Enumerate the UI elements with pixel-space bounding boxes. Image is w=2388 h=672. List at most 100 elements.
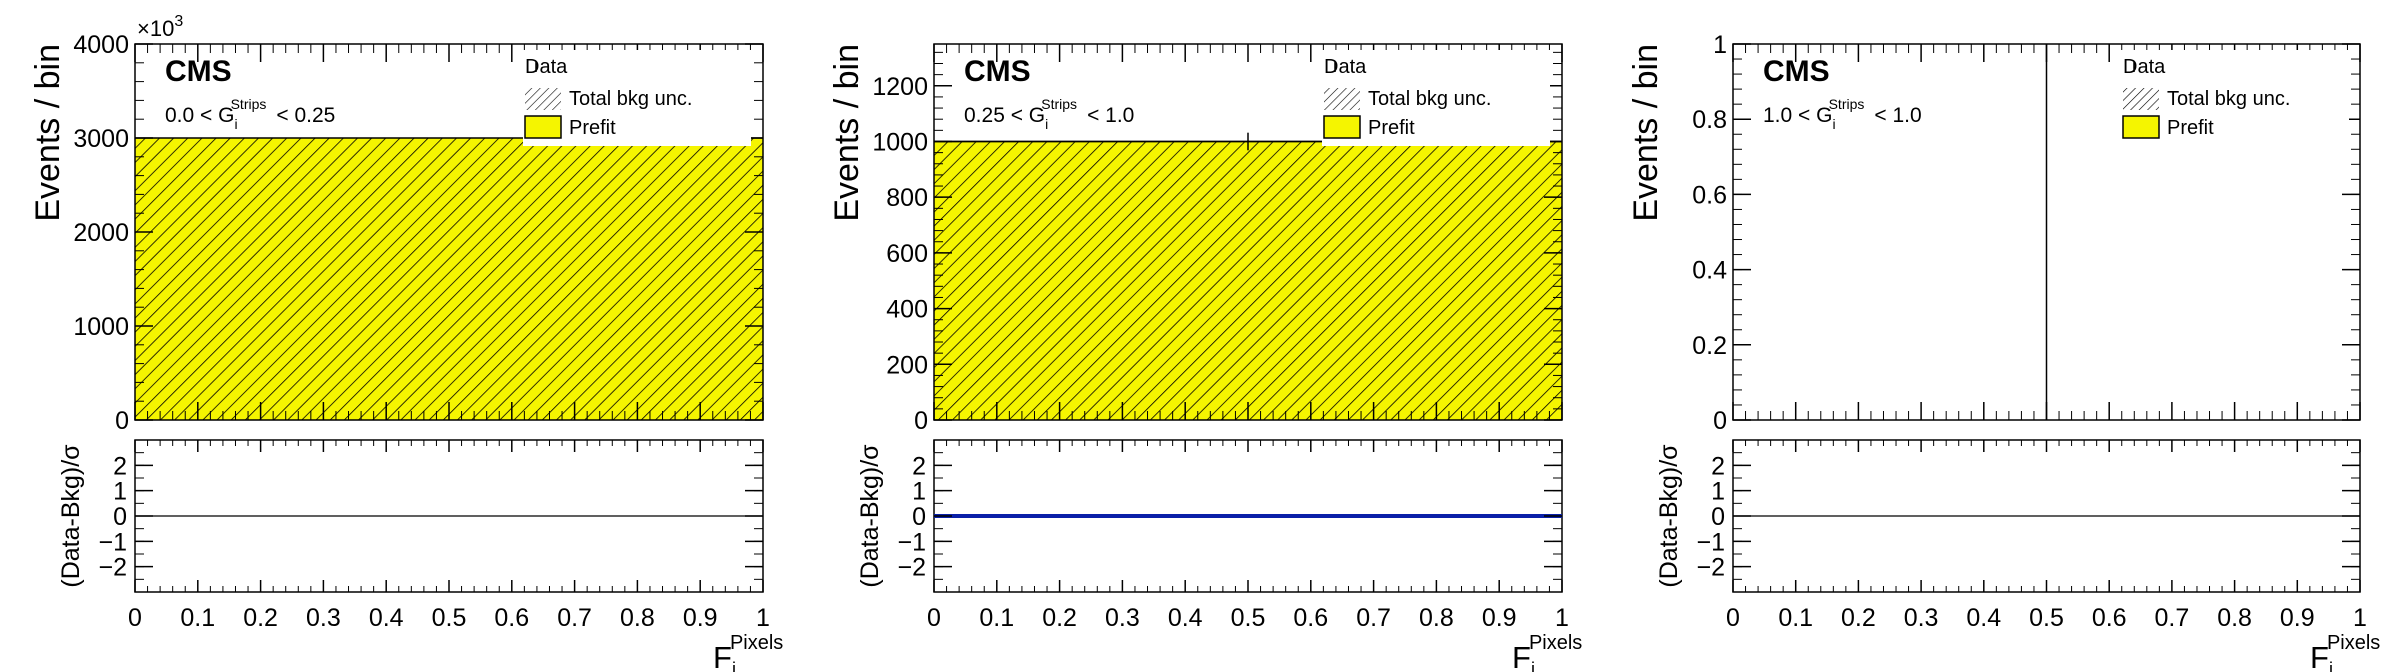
legend-unc-label: Total bkg unc. (569, 88, 692, 110)
ratio-y-tick-label: −2 (897, 554, 926, 582)
x-tick-label: 0.4 (1966, 604, 2001, 632)
y-tick-label: 0 (914, 407, 928, 435)
ratio-y-tick-label: 2 (1711, 452, 1725, 480)
x-tick-label: 0 (1726, 604, 1740, 632)
legend-unc-swatch (2123, 88, 2159, 110)
legend-unc-label: Total bkg unc. (2167, 88, 2290, 110)
legend-prefit-label: Prefit (569, 117, 616, 139)
cms-label: CMS (1763, 55, 1830, 88)
ratio-y-axis-title: (Data-Bkg)/σ (57, 444, 85, 588)
x-tick-label: 0.6 (1293, 604, 1328, 632)
legend-data-label: Data (525, 56, 568, 78)
ratio-y-tick-label: −1 (897, 528, 926, 556)
legend-prefit-label: Prefit (2167, 117, 2214, 139)
x-tick-label: 0.3 (1904, 604, 1939, 632)
y-tick-label: 0.8 (1692, 106, 1727, 134)
legend-prefit-label: Prefit (1368, 117, 1415, 139)
legend-prefit-swatch (524, 115, 562, 139)
y-tick-label: 0.6 (1692, 181, 1727, 209)
legend-data-label: Data (2123, 56, 2166, 78)
ratio-y-tick-label: 0 (912, 503, 926, 531)
x-axis-title: FiPixels (713, 632, 783, 672)
x-tick-label: 0.1 (1778, 604, 1813, 632)
ratio-y-tick-label: −1 (1696, 528, 1725, 556)
y-tick-label: 1000 (872, 128, 928, 156)
ratio-y-tick-label: 2 (113, 452, 127, 480)
x-tick-label: 0.4 (369, 604, 404, 632)
y-tick-label: 4000 (73, 31, 129, 59)
ratio-y-tick-label: 0 (1711, 503, 1725, 531)
y-tick-label: 0 (115, 407, 129, 435)
legend-prefit-swatch (1323, 115, 1361, 139)
ratio-y-tick-label: 0 (113, 503, 127, 531)
x-tick-label: 0.6 (2092, 604, 2127, 632)
x-tick-label: 0.1 (979, 604, 1014, 632)
ratio-y-axis-title: (Data-Bkg)/σ (1655, 444, 1683, 588)
x-tick-label: 0.1 (180, 604, 215, 632)
x-tick-label: 0.8 (2217, 604, 2252, 632)
x-tick-label: 0.3 (306, 604, 341, 632)
x-tick-label: 0.5 (432, 604, 467, 632)
ratio-y-tick-label: 1 (912, 478, 926, 506)
y-exponent-label: ×103 (137, 13, 183, 41)
y-tick-label: 0.4 (1692, 257, 1727, 285)
ratio-y-tick-label: −1 (98, 528, 127, 556)
y-tick-label: 1000 (73, 313, 129, 341)
y-axis-title: Events / bin (828, 44, 866, 222)
cms-label: CMS (165, 55, 232, 88)
x-tick-label: 1 (1555, 604, 1569, 632)
y-tick-label: 600 (886, 240, 928, 268)
x-tick-label: 0.7 (2155, 604, 2190, 632)
x-tick-label: 0.2 (243, 604, 278, 632)
legend-data-label: Data (1324, 56, 1367, 78)
ratio-y-tick-label: −2 (1696, 554, 1725, 582)
bkg-uncertainty-band (934, 141, 1562, 420)
y-tick-label: 2000 (73, 219, 129, 247)
legend-unc-swatch (525, 88, 561, 110)
x-tick-label: 0.8 (1419, 604, 1454, 632)
panel-1: 0 1000 2000 3000 4000 ×103 Events / bin CMS 0.0 … (29, 13, 783, 672)
x-tick-label: 0 (927, 604, 941, 632)
y-tick-label: 0.2 (1692, 332, 1727, 360)
x-tick-label: 0.9 (1482, 604, 1517, 632)
y-axis-title: Events / bin (29, 44, 67, 222)
region-label: 1.0 < GiStrips < 1.0 (1763, 96, 1922, 132)
x-tick-label: 1 (756, 604, 770, 632)
legend-unc-label: Total bkg unc. (1368, 88, 1491, 110)
y-tick-label: 0 (1713, 407, 1727, 435)
x-tick-label: 0.2 (1841, 604, 1876, 632)
y-tick-label: 1 (1713, 31, 1727, 59)
cms-label: CMS (964, 55, 1031, 88)
x-tick-label: 0.9 (2280, 604, 2315, 632)
bkg-uncertainty-band (135, 138, 763, 420)
y-tick-label: 200 (886, 351, 928, 379)
ratio-y-tick-label: 1 (1711, 478, 1725, 506)
x-tick-label: 0.6 (494, 604, 529, 632)
ratio-y-tick-label: −2 (98, 554, 127, 582)
legend-prefit-swatch (2122, 115, 2160, 139)
x-tick-label: 0.2 (1042, 604, 1077, 632)
legend-unc-swatch (1324, 88, 1360, 110)
y-tick-label: 400 (886, 296, 928, 324)
x-tick-label: 0.9 (683, 604, 718, 632)
x-tick-label: 0.3 (1105, 604, 1140, 632)
x-tick-label: 0.8 (620, 604, 655, 632)
x-tick-label: 0 (128, 604, 142, 632)
y-tick-label: 1200 (872, 73, 928, 101)
y-tick-label: 800 (886, 184, 928, 212)
region-label: 0.0 < GiStrips < 0.25 (165, 96, 335, 132)
x-tick-label: 0.7 (1356, 604, 1391, 632)
x-tick-label: 0.5 (2029, 604, 2064, 632)
ratio-y-axis-title: (Data-Bkg)/σ (856, 444, 884, 588)
x-tick-label: 0.7 (557, 604, 592, 632)
ratio-y-tick-label: 2 (912, 452, 926, 480)
x-tick-label: 0.4 (1168, 604, 1203, 632)
y-tick-label: 3000 (73, 125, 129, 153)
x-tick-label: 1 (2353, 604, 2367, 632)
x-axis-title: FiPixels (1512, 632, 1582, 672)
